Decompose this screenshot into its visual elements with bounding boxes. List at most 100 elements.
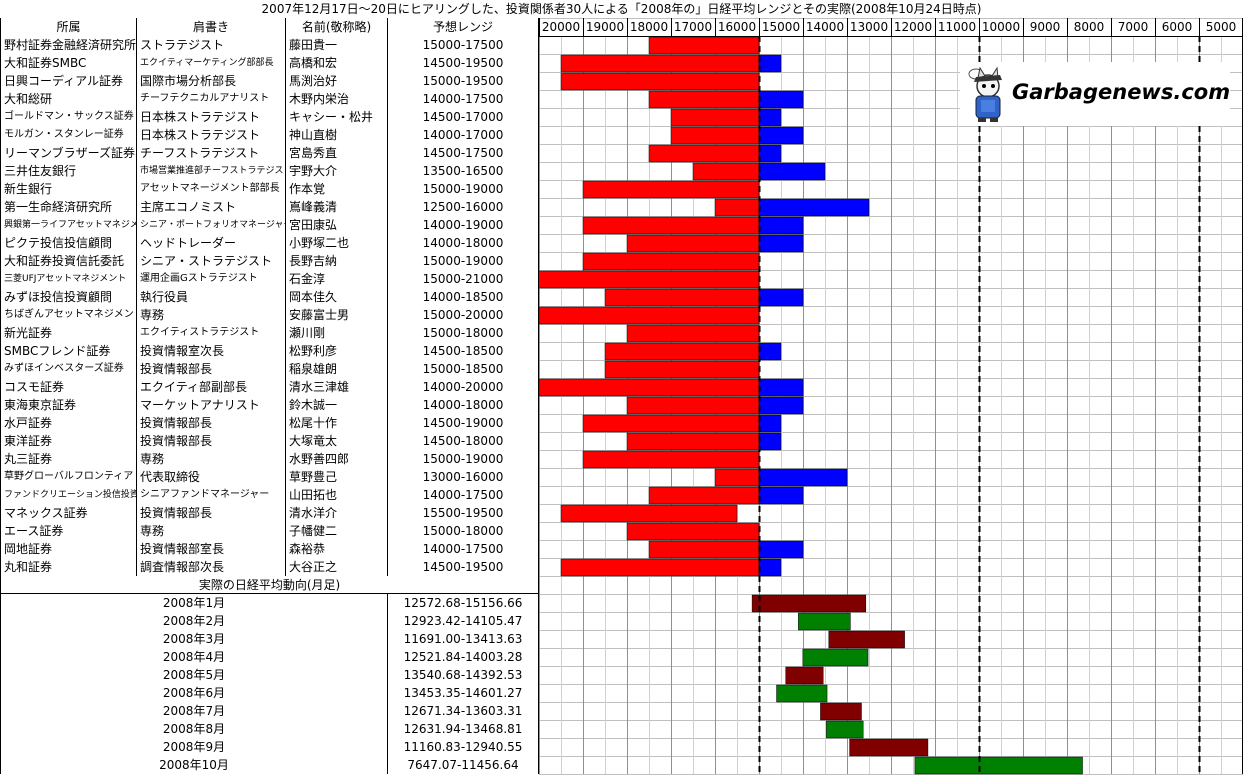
forecast-bar-lower (758, 216, 804, 235)
tick-label: 11000 (938, 20, 976, 34)
org-cell: 第一生命経済研究所 (0, 198, 137, 216)
position-cell: 投資情報部長 (137, 414, 286, 432)
range-cell: 14500-18500 (388, 342, 539, 360)
forecast-bar-upper (582, 216, 760, 235)
range-chart: 20000 19000 18000 17000 16000 15000 14000 13000… (539, 18, 1243, 775)
name-cell: 石金淳 (286, 270, 388, 288)
forecast-bar-upper (670, 108, 760, 127)
forecast-bar-upper (648, 90, 760, 109)
name-cell: 木野内栄治 (286, 90, 388, 108)
name-cell: 清水三津雄 (286, 378, 388, 396)
forecast-bar-lower (758, 234, 804, 253)
forecast-bar-lower (758, 396, 804, 415)
name-cell: 水野善四郎 (286, 450, 388, 468)
range-cell: 15000-18000 (388, 324, 539, 342)
name-cell: 馬渕治好 (286, 72, 388, 90)
range-cell: 15000-19000 (388, 450, 539, 468)
org-cell: ゴールドマン・サックス証券 (0, 108, 137, 126)
position-cell: ストラテジスト (137, 36, 286, 54)
tick-label: 18000 (630, 20, 668, 34)
forecast-bar-lower (758, 144, 782, 163)
org-cell: ピクテ投信投信顧問 (0, 234, 137, 252)
position-cell: 運用企画Gストラテジスト (137, 270, 286, 288)
forecast-bar-lower (758, 162, 826, 181)
range-cell: 15000-19000 (388, 252, 539, 270)
forecast-bar-upper (714, 198, 760, 217)
name-cell: 高橋和宏 (286, 54, 388, 72)
name-cell: 子幡健二 (286, 522, 388, 540)
range-cell: 14500-17500 (388, 144, 539, 162)
forecast-bar-lower (758, 558, 782, 577)
name-cell: 鈴木誠一 (286, 396, 388, 414)
range-cell: 14000-17500 (388, 486, 539, 504)
tick-label: 20000 (542, 20, 580, 34)
actual-range-cell: 11691.00-13413.63 (388, 630, 539, 648)
forecast-bar-upper (648, 540, 760, 559)
position-cell: 専務 (137, 306, 286, 324)
forecast-bar-lower (758, 54, 782, 73)
month-cell: 2008年7月 (0, 702, 388, 720)
forecast-bar-upper (604, 288, 760, 307)
month-cell: 2008年2月 (0, 612, 388, 630)
name-cell: 松尾十作 (286, 414, 388, 432)
actual-bar (776, 684, 828, 703)
range-cell: 12500-16000 (388, 198, 539, 216)
name-cell: 森裕恭 (286, 540, 388, 558)
position-cell: 執行役員 (137, 288, 286, 306)
forecast-bar-upper (604, 360, 760, 379)
month-cell: 2008年5月 (0, 666, 388, 684)
range-cell: 14000-18000 (388, 234, 539, 252)
range-cell: 14000-18500 (388, 288, 539, 306)
forecast-bar-upper (670, 126, 760, 145)
position-cell: 市場営業推進部チーフストラテジスト (137, 162, 286, 180)
header-org: 所属 (0, 18, 137, 36)
forecast-bar-lower (758, 342, 782, 361)
org-cell: 三菱UFJアセットマネジメント (0, 270, 137, 288)
position-cell: 専務 (137, 450, 286, 468)
forecast-bar-upper (626, 234, 760, 253)
month-cell: 2008年4月 (0, 648, 388, 666)
range-cell: 14000-20000 (388, 378, 539, 396)
position-cell: 投資情報部室長 (137, 540, 286, 558)
org-cell: 三井住友銀行 (0, 162, 137, 180)
forecast-bar-upper (604, 342, 760, 361)
org-cell: ちばぎんアセットマネジメント (0, 306, 137, 324)
name-cell: 宮島秀直 (286, 144, 388, 162)
position-cell: 国際市場分析部長 (137, 72, 286, 90)
range-cell: 14500-19000 (388, 414, 539, 432)
org-cell: 草野グローバルフロンティア (0, 468, 137, 486)
forecast-bar-upper (539, 378, 760, 397)
org-cell: ファンドクリエーション投信投資顧問 (0, 486, 137, 504)
month-cell: 2008年6月 (0, 684, 388, 702)
forecast-bar-upper (626, 522, 760, 541)
forecast-bar-upper (648, 36, 760, 55)
chart-title: 2007年12月17日～20日にヒアリングした、投資関係者30人による「2008… (261, 2, 982, 16)
name-cell: 清水洋介 (286, 504, 388, 522)
position-cell: チーフストラテジスト (137, 144, 286, 162)
org-cell: 丸三証券 (0, 450, 137, 468)
name-cell: 岡本佳久 (286, 288, 388, 306)
position-cell: 投資情報部長 (137, 432, 286, 450)
forecast-bar-upper (539, 270, 760, 289)
range-cell: 14000-19000 (388, 216, 539, 234)
position-cell: シニア・ストラテジスト (137, 252, 286, 270)
actual-range-cell: 7647.07-11456.64 (388, 756, 539, 774)
range-cell: 15000-18500 (388, 360, 539, 378)
position-cell: シニアファンドマネージャー (137, 486, 286, 504)
tick-label: 7000 (1118, 20, 1149, 34)
forecast-bar-upper (539, 306, 760, 325)
position-cell: 投資情報部長 (137, 360, 286, 378)
position-cell: マーケットアナリスト (137, 396, 286, 414)
org-cell: 水戸証券 (0, 414, 137, 432)
position-cell: エクイティストラテジスト (137, 324, 286, 342)
header-position: 肩書き (137, 18, 286, 36)
tick-label: 10000 (982, 20, 1020, 34)
position-cell: アセットマネージメント部部長 (137, 180, 286, 198)
org-cell: みずほ投信投資顧問 (0, 288, 137, 306)
forecast-bar-upper (714, 468, 760, 487)
forecast-bar-upper (648, 144, 760, 163)
range-cell: 15000-17500 (388, 36, 539, 54)
actual-bar (802, 648, 869, 667)
org-cell: モルガン・スタンレー証券 (0, 126, 137, 144)
range-cell: 15500-19500 (388, 504, 539, 522)
